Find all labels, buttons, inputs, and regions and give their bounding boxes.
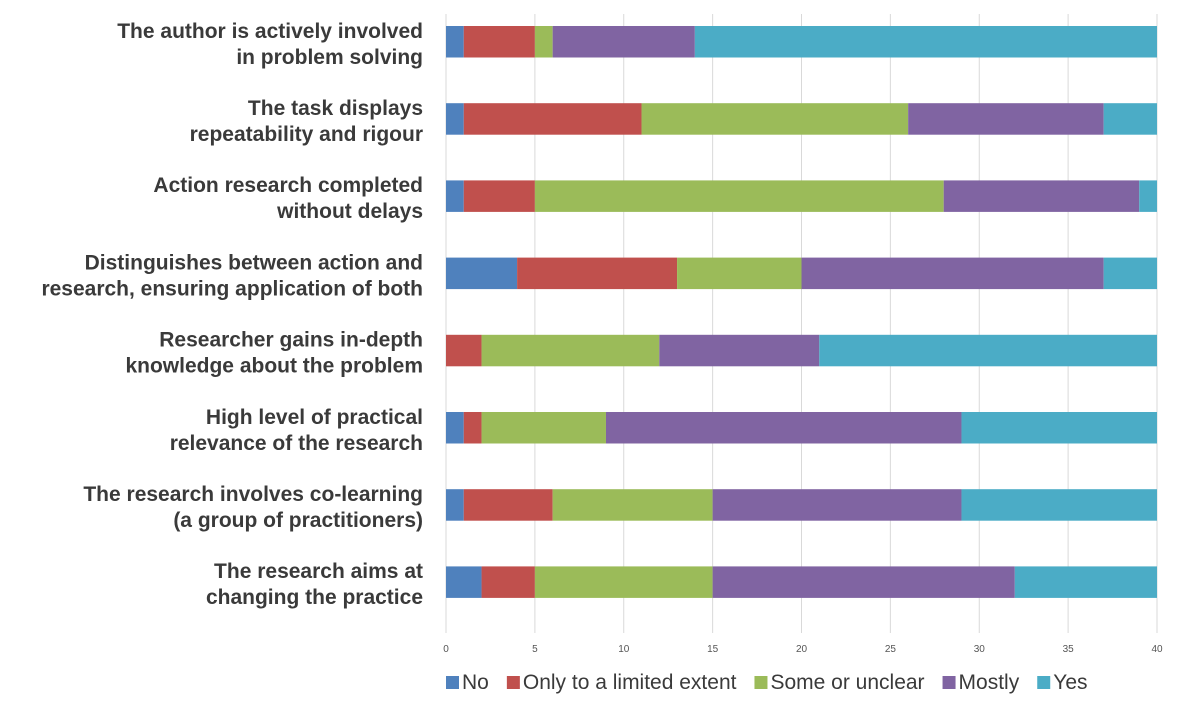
bar-segment — [463, 180, 535, 212]
bar-segment — [908, 103, 1104, 135]
x-tick-label: 25 — [885, 644, 897, 655]
bar-segment — [659, 334, 820, 367]
bar-segment — [1014, 566, 1157, 598]
bar-segment — [446, 489, 464, 521]
bar-segment — [481, 412, 606, 444]
legend-swatch — [942, 676, 956, 689]
category-label: Distinguishes between action and research… — [41, 251, 423, 300]
legend-label: Some or unclear — [770, 671, 924, 694]
category-label: The author is actively involved in proble… — [117, 20, 423, 69]
bar-segment — [712, 489, 962, 521]
bar-segment — [446, 103, 464, 135]
bar-segment — [463, 489, 553, 521]
bar-segment — [641, 103, 909, 135]
bar-segment — [1139, 180, 1157, 212]
x-tick-label: 5 — [532, 644, 538, 655]
bar-segment — [694, 26, 1157, 58]
legend-label: Only to a limited extent — [523, 671, 737, 694]
bar-segment — [446, 566, 482, 598]
bar-segment — [534, 26, 553, 58]
legend-label: No — [462, 671, 489, 694]
bar-segment — [961, 412, 1157, 444]
bar-segment — [943, 180, 1140, 212]
bars — [446, 26, 1157, 598]
x-tick-label: 10 — [618, 644, 630, 655]
legend-swatch — [1037, 676, 1051, 689]
bar-segment — [552, 26, 695, 58]
bar-segment — [552, 489, 713, 521]
bar-segment — [446, 257, 518, 290]
legend-swatch — [446, 676, 459, 689]
legend-label: Yes — [1053, 671, 1087, 694]
bar-segment — [1103, 103, 1157, 135]
x-tick-label: 15 — [707, 644, 719, 655]
bar-segment — [819, 334, 1157, 367]
x-tick-label: 35 — [1063, 644, 1075, 655]
bar-segment — [463, 103, 642, 135]
bar-segment — [517, 257, 678, 290]
bar-segment — [1103, 257, 1157, 290]
bar-segment — [481, 566, 535, 598]
bar-segment — [961, 489, 1157, 521]
legend: No Only to a limited extent Some or unclea… — [446, 671, 1088, 694]
bar-segment — [446, 334, 482, 367]
bar-segment — [446, 412, 464, 444]
legend-swatch — [506, 676, 520, 689]
category-labels: The author is actively involved in proble… — [41, 20, 423, 609]
x-tick-label: 30 — [974, 644, 986, 655]
bar-segment — [481, 334, 660, 367]
legend-label: Mostly — [959, 671, 1020, 694]
category-label: The research aims at changing the practic… — [206, 560, 423, 609]
x-tick-label: 40 — [1151, 644, 1163, 655]
bar-segment — [463, 412, 482, 444]
category-label: Researcher gains in-depth knowledge about… — [125, 329, 423, 378]
category-label: High level of practical relevance of the … — [170, 406, 423, 455]
bar-segment — [712, 566, 1015, 598]
legend-swatch — [754, 676, 768, 689]
bar-segment — [605, 412, 962, 444]
x-tick-label: 20 — [796, 644, 808, 655]
bar-segment — [446, 26, 464, 58]
bar-segment — [463, 26, 535, 58]
category-label: The research involves co-learning (a grou… — [83, 483, 423, 532]
bar-segment — [677, 257, 802, 290]
bar-segment — [534, 180, 944, 212]
bar-segment — [534, 566, 713, 598]
x-axis-tick-labels: 0 5 10 15 20 25 30 35 40 — [443, 644, 1163, 655]
category-label: Action research completed without delays — [153, 174, 423, 223]
category-label: The task displays repeatability and rigou… — [190, 97, 423, 146]
bar-segment — [446, 180, 464, 212]
bar-segment — [801, 257, 1104, 290]
x-tick-label: 0 — [443, 644, 449, 655]
